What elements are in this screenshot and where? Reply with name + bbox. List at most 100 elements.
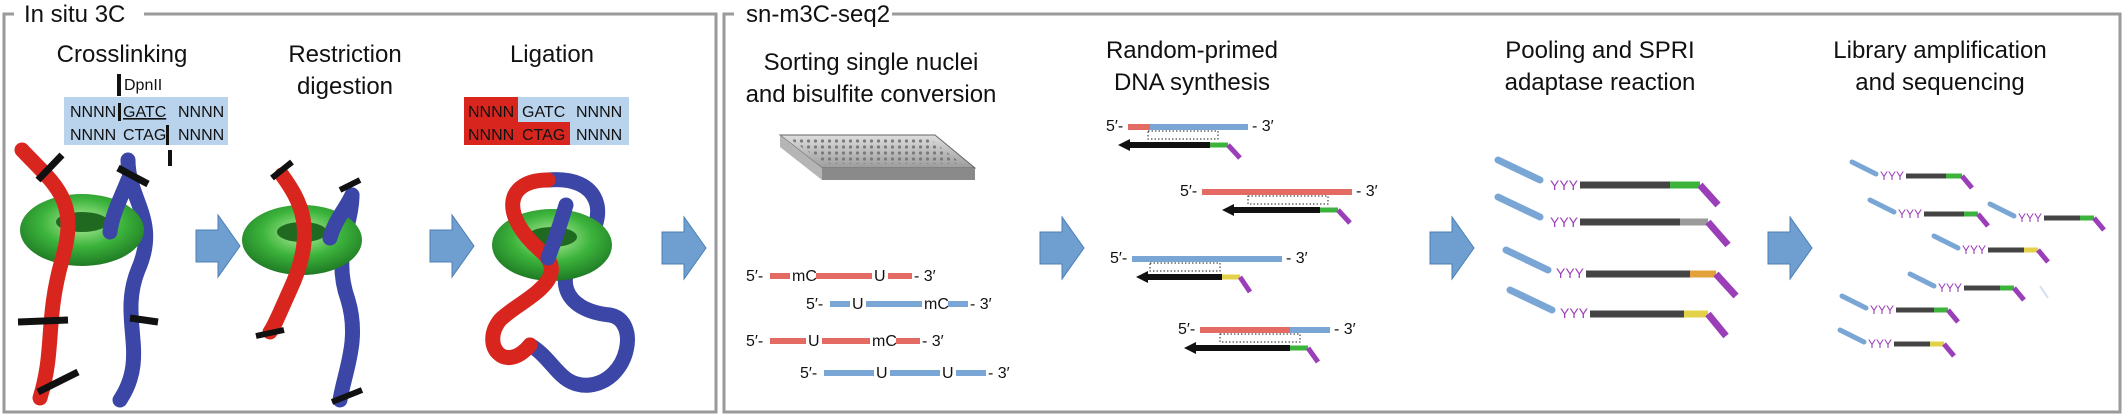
red-fragment-site <box>518 122 570 145</box>
red-ligated-loop <box>485 172 559 365</box>
yyy-tail-label: YYY <box>1870 303 1894 317</box>
duplex: 5′- - 3′ <box>1180 183 1378 225</box>
adapter-purple <box>1976 212 1990 228</box>
strand-segment <box>816 273 872 279</box>
five-prime-label: 5′- <box>1180 183 1197 200</box>
adapter-oligo <box>1849 159 1879 177</box>
adapter-purple <box>1305 346 1321 364</box>
step-title-random-primed-line1: Random-primed <box>1106 37 1278 64</box>
adapter-oligo <box>1987 201 2017 219</box>
strand-segment <box>830 301 850 307</box>
adapter-purple <box>1942 342 1956 358</box>
panel-title: In situ 3C <box>24 1 125 28</box>
template-blue <box>1290 327 1330 333</box>
sequence-background <box>64 97 228 145</box>
step-title-library-line1: Library amplification <box>1833 37 2046 64</box>
template-blue <box>1150 124 1248 130</box>
step-title-library-line2: and sequencing <box>1855 69 2024 96</box>
yyy-tail-label: YYY <box>2018 211 2042 225</box>
bisulfite-strand: 5′- U U - 3′ <box>800 365 1010 382</box>
step-title-pooling-line1: Pooling and SPRI <box>1505 37 1694 64</box>
five-prime-label: 5′- <box>746 268 763 285</box>
ligation-sequence: NNNN GATC NNNN NNNN CTAG NNNN <box>464 97 629 145</box>
five-prime-label: 5′- <box>800 365 817 382</box>
well-plate <box>778 134 977 180</box>
cut-mark-inner-bottom <box>166 125 169 145</box>
enzyme-label: DpnII <box>124 77 162 94</box>
adapter-purple <box>1226 143 1242 160</box>
red-dna-strand <box>14 142 76 406</box>
panel-in-situ-3c: In situ 3C Crosslinking Restriction dige… <box>2 0 718 414</box>
panel-sn-m3c-seq2: sn-m3C-seq2 Sorting single nuclei and bi… <box>722 0 2122 414</box>
strand-segment <box>888 273 912 279</box>
flow-arrow <box>429 213 475 279</box>
base-label: U <box>808 333 820 350</box>
lig-bottom-right: NNNN <box>576 127 622 144</box>
base-label: U <box>874 268 886 285</box>
panel-frame <box>2 12 718 414</box>
strand-segment <box>956 370 986 376</box>
adapted-fragment: YYY <box>1506 286 1729 339</box>
yyy-tail-label: YYY <box>1898 207 1922 221</box>
adapter-purple <box>1946 308 1960 324</box>
three-prime-label: - 3′ <box>1334 321 1356 338</box>
bisulfite-strand: 5′- mC U - 3′ <box>746 268 936 285</box>
adapted-fragment: YYY <box>1494 156 1721 208</box>
adapter-purple <box>1336 208 1352 225</box>
step-title-crosslinking: Crosslinking <box>57 41 188 68</box>
step-title-sorting-line2: and bisulfite conversion <box>746 81 997 108</box>
adapter-purple <box>1237 275 1253 294</box>
lig-bottom-left: NNNN <box>468 127 514 144</box>
library-fragment: YYY <box>1867 197 1990 228</box>
adapter-purple <box>2012 286 2026 302</box>
library-fragment: YYY <box>1849 159 1974 190</box>
lig-top-site: GATC <box>522 104 565 121</box>
template-red <box>1202 189 1352 195</box>
adapter-oligo <box>1494 156 1544 184</box>
three-prime-label: - 3′ <box>1252 118 1274 135</box>
base-label: U <box>852 296 864 313</box>
flow-arrow-between-panels <box>661 215 707 281</box>
bisulfite-strands: 5′- mC U - 3′ 5′- U mC - 3′ 5′- U <box>746 268 1010 382</box>
strand-segment <box>866 301 922 307</box>
crosslinking-illustration <box>14 142 159 408</box>
five-prime-label: 5′- <box>1110 250 1127 267</box>
five-prime-label: 5′- <box>746 333 763 350</box>
library-fragment: YYY <box>1907 271 2026 302</box>
seq-bottom-right: NNNN <box>178 127 224 144</box>
cut-ends <box>255 159 364 405</box>
adapter-purple <box>1697 182 1721 208</box>
three-prime-label: - 3′ <box>970 296 992 313</box>
strand-segment <box>770 338 806 344</box>
base-label: mC <box>872 333 897 350</box>
seq-top-site: GATC <box>123 104 166 121</box>
adapter-oligo <box>1494 193 1544 221</box>
strand-segment <box>822 338 870 344</box>
cut-mark-inner-top <box>118 103 121 121</box>
step-title-sorting-line1: Sorting single nuclei <box>764 49 979 76</box>
strand-segment <box>770 273 790 279</box>
adapter-oligo <box>1907 271 1937 289</box>
adapter-oligo <box>1931 233 1961 251</box>
adapter-oligo <box>1502 246 1552 274</box>
blue-dna-strand <box>112 152 154 408</box>
cut-mark-top <box>117 74 121 96</box>
yyy-tail-label: YYY <box>1560 305 1589 321</box>
strand-segment <box>896 338 920 344</box>
blue-fragment-front <box>322 187 360 246</box>
base-pairs <box>1149 262 1221 272</box>
yyy-tail-label: YYY <box>1938 281 1962 295</box>
adapter-purple <box>1960 174 1974 190</box>
yyy-tail-label: YYY <box>1880 169 1904 183</box>
yyy-tail-label: YYY <box>1550 177 1579 193</box>
panel-title: sn-m3C-seq2 <box>746 1 890 28</box>
seq-top-left: NNNN <box>70 104 116 121</box>
step-title-ligation: Ligation <box>510 41 594 68</box>
base-label: mC <box>924 296 949 313</box>
restriction-digestion-illustration <box>242 159 364 408</box>
seq-bottom-left: NNNN <box>70 127 116 144</box>
lig-bottom-site: CTAG <box>522 127 565 144</box>
five-prime-label: 5′- <box>1106 118 1123 135</box>
flow-arrow <box>1429 215 1475 281</box>
